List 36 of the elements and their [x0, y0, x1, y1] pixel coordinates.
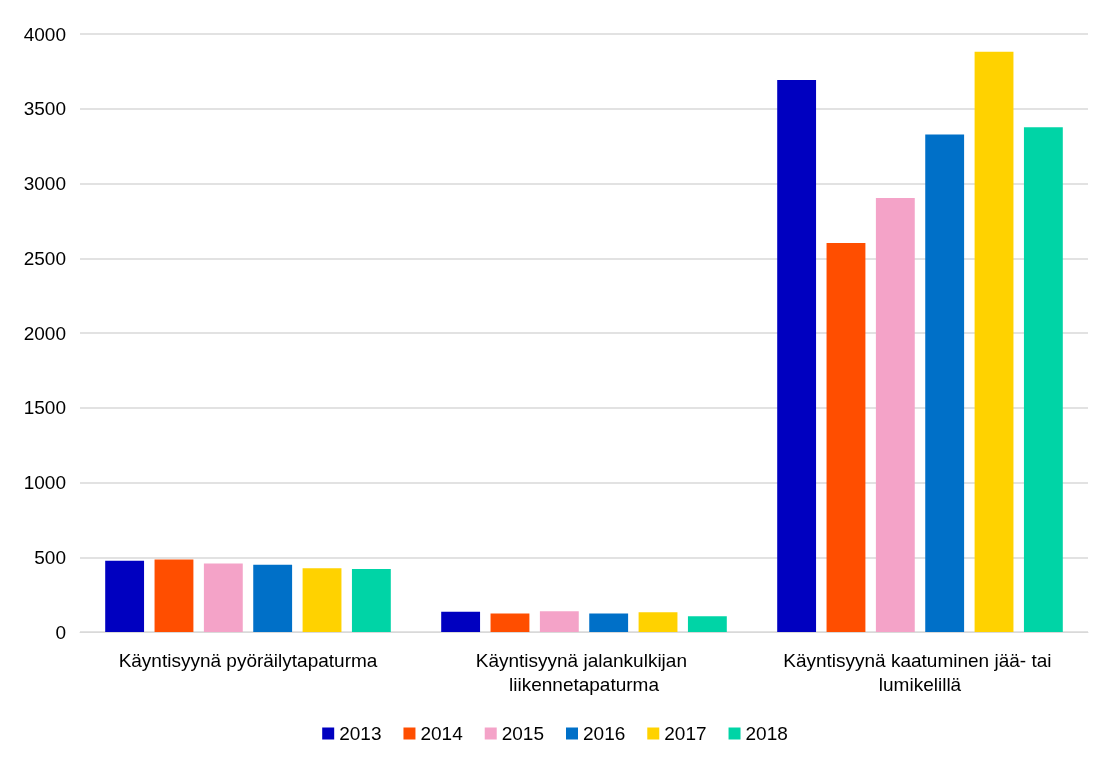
- y-tick-label: 4000: [23, 23, 66, 45]
- bar: [875, 198, 915, 632]
- bar: [1023, 127, 1063, 632]
- y-tick-label: 500: [34, 546, 66, 568]
- y-tick-label: 2500: [23, 247, 66, 269]
- y-tick-label: 3500: [23, 98, 66, 120]
- legend-label: 2017: [664, 723, 707, 744]
- bar: [253, 564, 293, 632]
- bar: [490, 613, 530, 632]
- bar: [302, 568, 342, 632]
- legend-label: 2013: [339, 723, 382, 744]
- y-tick-label: 1500: [23, 397, 66, 419]
- bar: [203, 563, 243, 632]
- y-tick-label: 0: [55, 621, 66, 643]
- bar: [826, 243, 866, 632]
- x-tick-label: Käyntisyynä jalankulkijan liikennetapaturma: [475, 649, 693, 695]
- bar: [539, 611, 579, 632]
- bar: [687, 616, 727, 632]
- y-tick-label: 1000: [23, 472, 66, 493]
- bar: [638, 612, 678, 632]
- legend-label: 2018: [745, 723, 788, 744]
- bar: [105, 560, 145, 632]
- bar: [351, 569, 391, 632]
- bar: [925, 134, 965, 632]
- x-tick-label: Käyntisyynä pyöräilytapaturma: [118, 649, 378, 671]
- legend-label: 2014: [420, 723, 464, 744]
- bar: [777, 79, 817, 632]
- y-tick-label: 3000: [23, 173, 66, 194]
- legend-label: 2016: [583, 723, 626, 744]
- legend-label: 2015: [501, 723, 545, 744]
- bar: [974, 51, 1014, 632]
- bar: [589, 613, 629, 632]
- bar: [441, 611, 481, 632]
- x-tick-label: Käyntisyynä kaatuminen jää- tai lumikelillä: [783, 649, 1057, 695]
- bar: [154, 559, 194, 632]
- y-tick-label: 2000: [23, 322, 66, 344]
